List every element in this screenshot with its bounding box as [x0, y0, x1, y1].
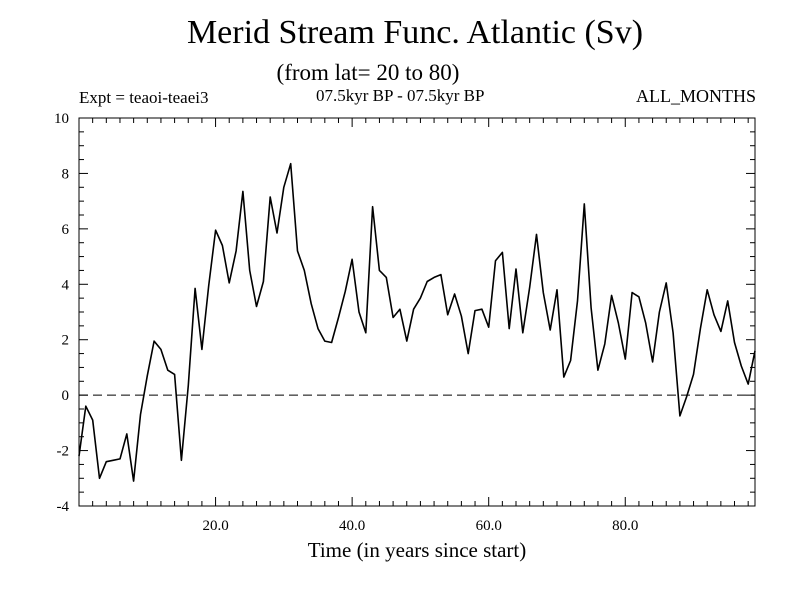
y-tick-label: 8 — [62, 166, 70, 182]
chart-title: Merid Stream Func. Atlantic (Sv) — [186, 14, 644, 51]
y-tick-label: -4 — [57, 499, 70, 515]
x-tick-label: 20.0 — [202, 518, 228, 534]
y-tick-label: 10 — [54, 111, 69, 127]
y-tick-label: -2 — [57, 444, 70, 460]
period-label: 07.5kyr BP - 07.5kyr BP — [316, 86, 485, 105]
y-tick-label: 6 — [62, 222, 70, 238]
y-tick-label: 0 — [62, 388, 70, 404]
x-tick-label: 80.0 — [612, 518, 638, 534]
months-label: ALL_MONTHS — [636, 86, 756, 106]
x-tick-label: 40.0 — [339, 518, 365, 534]
experiment-label: Expt = teaoi-teaei3 — [79, 88, 209, 107]
series-line — [78, 162, 756, 482]
x-tick-label: 60.0 — [476, 518, 502, 534]
y-tick-label: 4 — [62, 277, 70, 293]
x-axis-title: Time (in years since start) — [307, 538, 527, 562]
y-tick-label: 2 — [62, 333, 70, 349]
chart-subtitle: (from lat= 20 to 80) — [276, 60, 460, 85]
